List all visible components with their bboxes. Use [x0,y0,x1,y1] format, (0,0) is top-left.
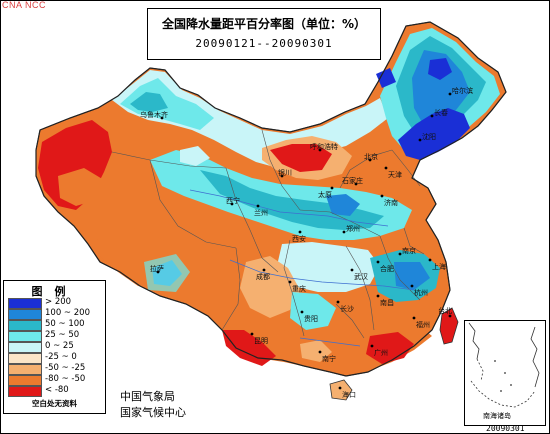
map-period: 20090121--20090301 [195,37,333,50]
legend-item: -50 ~ -25 [8,363,104,375]
precip-zone-central-b [200,170,384,230]
legend-swatch [8,309,42,320]
legend-swatch [8,375,42,386]
legend: 图例 > 200 100 ~ 200 50 ~ 100 25 ~ 50 0 ~ … [3,280,106,414]
precip-zone-northeast-c [412,50,470,126]
city-label-shijiazhuang: 石家庄 [342,177,363,185]
province-boundaries [111,129,425,339]
legend-item: 0 ~ 25 [8,341,104,353]
legend-item: -80 ~ -50 [8,374,104,386]
city-label-jinan: 济南 [384,199,398,207]
city-label-nanning: 南宁 [322,355,336,363]
legend-label: > 200 [45,297,72,307]
agency-tag: CNA NCC [2,0,47,10]
agency-name: 中国气象局 [120,390,175,403]
precip-zone-north-c [130,92,168,112]
legend-title: 图例 [31,285,78,298]
precip-zone-yunnan [222,330,276,366]
city-label-haerbin: 哈尔滨 [452,87,473,95]
city-label-huhehaote: 呼和浩特 [310,143,338,151]
city-label-lanzhou: 兰州 [254,209,268,217]
precip-zone-north-b [120,78,214,130]
city-label-haikou: 海口 [342,391,356,399]
precip-zone-guizhou [290,292,336,330]
city-label-guiyang: 贵阳 [304,315,318,323]
city-dots [156,92,452,390]
legend-swatch [8,331,42,342]
map-title: 全国降水量距平百分率图（单位：%） [161,17,367,31]
city-label-beijing: 北京 [364,153,378,161]
legend-note: 空白处无资料 [32,399,77,408]
legend-label: < -80 [45,385,69,395]
legend-swatch [8,386,42,397]
city-label-taibei: 台北 [438,307,452,315]
city-label-hangzhou: 杭州 [414,289,428,297]
city-label-nanchang: 南昌 [380,299,394,307]
legend-label: 100 ~ 200 [45,308,90,318]
precip-zone-northeast-e [428,58,452,80]
city-label-fuzhou: 福州 [416,321,430,329]
inset-label: 南海诸岛 [483,412,511,420]
legend-label: 0 ~ 25 [45,341,74,351]
legend-swatch [8,353,42,364]
precip-zone-guangxi [300,340,332,362]
taiwan [439,307,459,345]
legend-swatch [8,298,42,309]
hainan [329,379,353,401]
legend-label: 50 ~ 100 [45,319,85,329]
city-label-yinchuan: 银川 [278,169,292,177]
title-box: 全国降水量距平百分率图（单位：%） 20090121--20090301 [147,8,381,60]
city-label-nanjing: 南京 [402,247,416,255]
rivers [189,189,415,347]
city-label-kunming: 昆明 [254,337,268,345]
city-label-tianjin: 天津 [388,171,402,179]
precip-zone-northeast-f [376,68,396,88]
precip-zone-central-c [326,194,360,216]
city-label-wulumuqi: 乌鲁木齐 [140,111,168,119]
legend-label: -80 ~ -50 [45,374,86,384]
legend-item: > 200 [8,297,104,309]
city-label-wuhan: 武汉 [354,273,368,281]
south-china-sea-inset: 南海诸岛 [464,320,546,426]
city-label-xining: 西宁 [226,197,240,205]
city-label-chengdu: 成都 [256,273,270,281]
city-label-taiyuan: 太原 [318,191,332,199]
precip-zone-inner-mongolia-b [270,144,332,172]
precip-zone-guangdong [366,332,414,364]
city-label-zhengzhou: 郑州 [346,225,360,233]
legend-label: -25 ~ 0 [45,352,77,362]
inset-map [468,322,540,408]
city-label-changchun: 长春 [434,109,448,117]
legend-swatch [8,342,42,353]
precip-zone-northeast-d [398,108,470,160]
city-label-shenyang: 沈阳 [422,133,436,141]
legend-item: 100 ~ 200 [8,308,104,320]
city-label-guangzhou: 广州 [374,349,388,357]
precip-zone-xinjiang-b [58,168,104,206]
legend-item: -25 ~ 0 [8,352,104,364]
precip-zone-central-d [180,146,210,166]
agency-center: 国家气候中心 [120,406,186,419]
legend-label: 25 ~ 50 [45,330,80,340]
legend-item: 50 ~ 100 [8,319,104,331]
city-label-lasa: 拉萨 [150,265,164,273]
precip-zone-tibet-wet-b [144,254,190,292]
legend-label: -50 ~ -25 [45,363,86,373]
legend-item: < -80 [8,385,104,397]
city-label-shanghai: 上海 [432,263,446,271]
city-label-hefei: 合肥 [380,265,394,273]
legend-swatch [8,320,42,331]
city-label-changsha: 长沙 [340,305,354,313]
legend-swatch [8,364,42,375]
date-stamp: 20090301 [486,424,525,433]
china-border [35,21,507,377]
legend-item: 25 ~ 50 [8,330,104,342]
city-label-chongqing: 重庆 [292,285,306,293]
city-label-xian: 西安 [292,235,306,243]
